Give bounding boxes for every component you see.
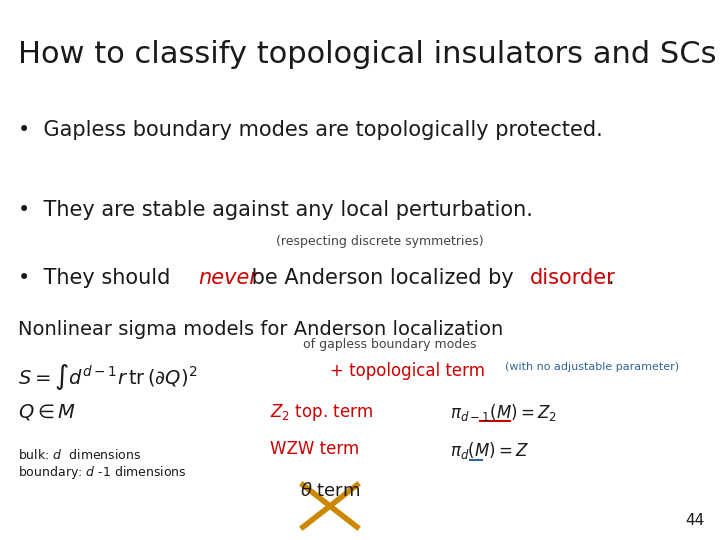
Text: of gapless boundary modes: of gapless boundary modes: [303, 338, 477, 351]
Text: •  Gapless boundary modes are topologically protected.: • Gapless boundary modes are topological…: [18, 120, 603, 140]
Text: $Z_2$ top. term: $Z_2$ top. term: [270, 402, 373, 423]
Text: $Q \in M$: $Q \in M$: [18, 402, 76, 422]
Text: $\theta$ term: $\theta$ term: [300, 482, 360, 500]
Text: $\pi_d(M) = Z$: $\pi_d(M) = Z$: [450, 440, 529, 461]
Text: bulk: $d$  dimensions
boundary: $d$ -1 dimensions: bulk: $d$ dimensions boundary: $d$ -1 di…: [18, 448, 186, 481]
Text: WZW term: WZW term: [270, 440, 359, 458]
Text: Nonlinear sigma models for Anderson localization: Nonlinear sigma models for Anderson loca…: [18, 320, 503, 339]
Text: disorder: disorder: [530, 268, 616, 288]
Text: •  They should: • They should: [18, 268, 177, 288]
Text: (with no adjustable parameter): (with no adjustable parameter): [505, 362, 679, 372]
Text: (respecting discrete symmetries): (respecting discrete symmetries): [276, 235, 484, 248]
Text: $\pi_{d-1}(M) = Z_2$: $\pi_{d-1}(M) = Z_2$: [450, 402, 557, 423]
Text: •  They are stable against any local perturbation.: • They are stable against any local pert…: [18, 200, 533, 220]
Text: + topological term: + topological term: [330, 362, 485, 380]
Text: .: .: [608, 268, 615, 288]
Text: be Anderson localized by: be Anderson localized by: [245, 268, 521, 288]
Text: How to classify topological insulators and SCs: How to classify topological insulators a…: [18, 40, 716, 69]
Text: never: never: [198, 268, 258, 288]
Text: 44: 44: [685, 513, 704, 528]
Text: $S = \int d^{d-1}r\,\mathrm{tr}\,(\partial Q)^2$: $S = \int d^{d-1}r\,\mathrm{tr}\,(\parti…: [18, 362, 197, 392]
